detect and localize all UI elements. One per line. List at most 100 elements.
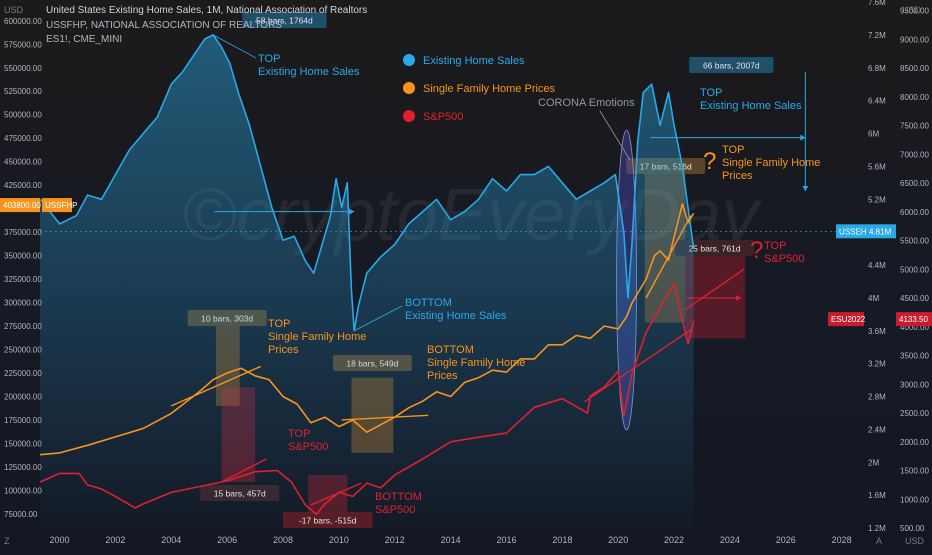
left-tick-label: 200000.00	[4, 393, 42, 402]
right2-tick-label: 3500.00	[900, 352, 929, 361]
x-tick-label: 2002	[105, 535, 125, 545]
annot-top-sp-line2: S&P500	[288, 441, 328, 453]
tag-left-sf: 403800.00	[3, 201, 41, 210]
measure-6-varrow-head	[802, 186, 809, 192]
question-mark-sf: ?	[703, 148, 716, 175]
tag-sp-symbol: ESU2022	[831, 315, 866, 324]
right2-tick-label: 500.00	[900, 524, 925, 533]
x-tick-label: 2012	[385, 535, 405, 545]
annot-top-sp-2022-line1: TOP	[764, 240, 786, 252]
x-tick-label: 2010	[329, 535, 349, 545]
legend-item[interactable]: S&P500	[403, 110, 463, 123]
right1-tick-label: 6.4M	[868, 97, 886, 106]
right2-tick-label: 9500.00	[900, 7, 929, 16]
annot-corona: CORONA Emotions	[538, 97, 635, 109]
legend-label: S&P500	[423, 111, 463, 123]
series-line-existing-sales[interactable]	[39, 34, 695, 332]
series-line-sp500[interactable]	[39, 282, 695, 515]
annot-bottom-sf-line2: Single Family Home	[427, 357, 525, 369]
question-mark-sp: ?	[750, 237, 763, 264]
right1-tick-label: 1.2M	[868, 524, 886, 533]
legend-item[interactable]: Single Family Home Prices	[403, 82, 556, 95]
left-tick-label: 325000.00	[4, 275, 42, 284]
right2-tick-label: 7500.00	[900, 122, 929, 131]
right1-tick-label: 2.4M	[868, 425, 886, 434]
measure-8-box[interactable]	[685, 249, 746, 339]
trendline-sp-top[interactable]	[221, 458, 267, 483]
x-tick-label: 2008	[273, 535, 293, 545]
tag-left-sf-bg	[0, 198, 40, 213]
right2-tick-label: 4500.00	[900, 294, 929, 303]
annot-top-sales-pointer	[212, 34, 257, 59]
x-tick-label: 2000	[50, 535, 70, 545]
annot-top-sf-line3: Prices	[268, 344, 299, 356]
left-tick-label: 175000.00	[4, 416, 42, 425]
annot-bottom-sf-line3: Prices	[427, 370, 458, 382]
left-tick-label: 550000.00	[4, 64, 42, 73]
left-tick-label: 225000.00	[4, 369, 42, 378]
right2-tick-label: 1000.00	[900, 495, 929, 504]
annot-top-sales-2021-line1: TOP	[700, 87, 722, 99]
x-tick-label: 2022	[664, 535, 684, 545]
trendline-sp-2022[interactable]	[584, 329, 692, 403]
legend-bullet-icon	[403, 110, 415, 122]
left-tick-label: 250000.00	[4, 346, 42, 355]
left-tick-label: 375000.00	[4, 228, 42, 237]
right2-tick-label: 6500.00	[900, 179, 929, 188]
right1-tick-label: 2.8M	[868, 393, 886, 402]
annot-corona-pointer	[599, 110, 631, 161]
tag-sales-symbol: USSEHS	[839, 227, 872, 236]
annot-bottom-sales-pointer	[354, 305, 403, 332]
trendline-sp-bottom[interactable]	[310, 482, 362, 506]
right1-tick-label: 4.4M	[868, 261, 886, 270]
right-axis-currency: USD	[902, 5, 922, 15]
right1-tick-label: 5.2M	[868, 195, 886, 204]
tag-sp-value-bg	[896, 312, 932, 327]
tag-sp-symbol-bg	[828, 312, 864, 327]
auto-scale-button[interactable]: A	[876, 536, 883, 546]
measure-1-label: 58 bars, 1764d	[256, 16, 313, 26]
tag-left-sf-symbol-bg	[42, 198, 72, 213]
legend-bullet-icon	[403, 54, 415, 66]
annot-top-sf-2022-line1: TOP	[722, 144, 744, 156]
annot-top-sales-2021-line2: Existing Home Sales	[700, 100, 802, 112]
series-line-sf-prices[interactable]	[39, 203, 695, 456]
header-line2: USSFHP, NATIONAL ASSOCIATION OF REALTORS	[46, 20, 282, 31]
trendline-sf-top[interactable]	[170, 365, 261, 407]
legend-label: Existing Home Sales	[423, 55, 525, 67]
left-tick-label: 600000.00	[4, 17, 42, 26]
right2-tick-label: 5500.00	[900, 237, 929, 246]
tag-sp-value: 4133.50	[899, 315, 928, 324]
right1-tick-label: 7.6M	[868, 0, 886, 7]
trendline-sf-2022[interactable]	[645, 215, 692, 299]
right1-tick-label: 3.2M	[868, 360, 886, 369]
legend-item[interactable]: Existing Home Sales	[403, 54, 525, 67]
right1-tick-label: 3.6M	[868, 327, 886, 336]
right1-tick-label: 4M	[868, 294, 879, 303]
x-tick-label: 2020	[608, 535, 628, 545]
measure-8-arrow-head	[736, 295, 742, 302]
annot-bottom-sf-line1: BOTTOM	[427, 344, 474, 356]
timezone-button[interactable]: Z	[4, 536, 10, 546]
currency-button[interactable]: USD	[905, 536, 925, 546]
x-tick-label: 2028	[832, 535, 852, 545]
series-existing-sales-area	[40, 34, 694, 529]
annot-top-sp-2022-line2: S&P500	[764, 253, 804, 265]
annot-top-sf-2022-line2: Single Family Home	[722, 157, 820, 169]
left-tick-label: 425000.00	[4, 181, 42, 190]
right2-tick-label: 2000.00	[900, 438, 929, 447]
right2-tick-label: 9000.00	[900, 35, 929, 44]
trendline-sf-bottom[interactable]	[341, 414, 429, 421]
annot-top-sp-line1: TOP	[288, 428, 310, 440]
annot-bottom-sales-line1: BOTTOM	[405, 297, 452, 309]
right2-tick-label: 8500.00	[900, 64, 929, 73]
left-tick-label: 125000.00	[4, 463, 42, 472]
annot-bottom-sp-line1: BOTTOM	[375, 491, 422, 503]
trendline-sp-proj[interactable]	[684, 268, 745, 311]
measure-8-label: 25 bars, 761d	[689, 244, 741, 254]
annot-top-sf-2022-line3: Prices	[722, 170, 753, 182]
right1-tick-label: 6.8M	[868, 64, 886, 73]
x-tick-label: 2018	[552, 535, 572, 545]
